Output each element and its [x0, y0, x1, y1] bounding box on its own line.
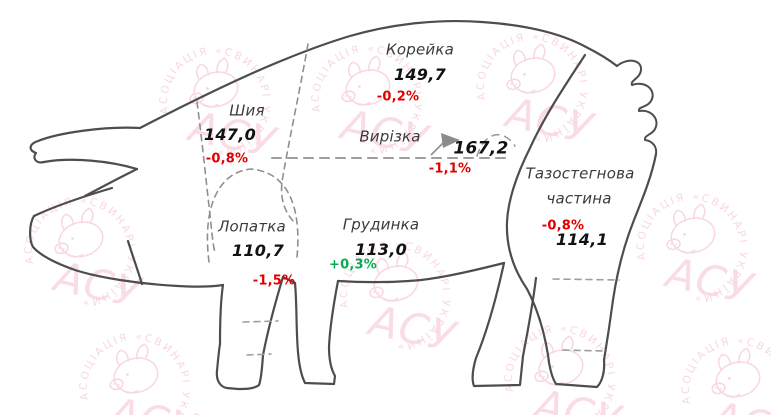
pig-jowl-curve: [126, 239, 144, 286]
cut-value-shyia: 147,0: [203, 125, 257, 144]
boundary-neck-loin: [280, 43, 309, 223]
cut-name-tazostehnova-line2: частина: [546, 189, 612, 208]
pig-far-front-leg: [293, 279, 340, 386]
cut-value-koreika: 149,7: [393, 65, 447, 84]
cut-change-koreika: -0,2%: [376, 89, 420, 105]
boundary-foreleg-lower: [246, 353, 272, 356]
cut-change-shyia: -0,8%: [205, 151, 249, 167]
boundary-tenderloin-arc: [476, 133, 516, 157]
pig-far-hind-leg: [471, 261, 538, 388]
pig-rump-hind-leg: [505, 53, 658, 389]
cut-name-lopatka: Лопатка: [218, 217, 286, 236]
cut-name-tazostehnova-line1: Тазостегнова: [525, 164, 635, 183]
pig-ear-fold: [83, 167, 139, 198]
pig-snout-top: [32, 186, 114, 218]
pig-belly-line: [336, 261, 506, 284]
pig-tail: [616, 59, 658, 155]
pig-ear: [29, 126, 142, 171]
pig-back-line: [138, 19, 619, 130]
boundary-ham-upper: [552, 278, 620, 281]
arrow-tail: [430, 142, 444, 156]
cut-name-shyia: Шия: [229, 101, 265, 120]
cut-value-tazostehnova: 114,1: [555, 230, 609, 249]
cut-name-koreika: Корейка: [386, 40, 454, 59]
cut-change-hrudynka: +0,3%: [329, 257, 377, 273]
cut-change-vyrizka: -1,1%: [428, 161, 472, 177]
boundary-shoulder-oval: [206, 168, 299, 263]
pig-jaw-chest-snout: [29, 214, 225, 288]
boundary-ham-lower: [562, 349, 604, 352]
cut-name-hrudynka: Грудинка: [342, 215, 420, 234]
cut-value-hrudynka: 113,0: [354, 240, 408, 259]
arrow-icon: [441, 133, 460, 148]
tenderloin-pointer: [430, 133, 460, 156]
pig-belly-gap: [281, 275, 297, 285]
cut-value-vyrizka: 167,2: [453, 138, 509, 159]
pig-outline: [29, 19, 658, 391]
cut-value-lopatka: 110,7: [231, 241, 285, 260]
pig-near-front-leg: [215, 275, 285, 391]
cut-boundaries: [196, 43, 620, 356]
cut-name-vyrizka: Вирізка: [359, 127, 421, 146]
boundary-foreleg-upper: [242, 320, 279, 323]
cut-change-tazostehnova: -0,8%: [541, 218, 585, 234]
cut-change-lopatka: -1,5%: [252, 273, 296, 289]
